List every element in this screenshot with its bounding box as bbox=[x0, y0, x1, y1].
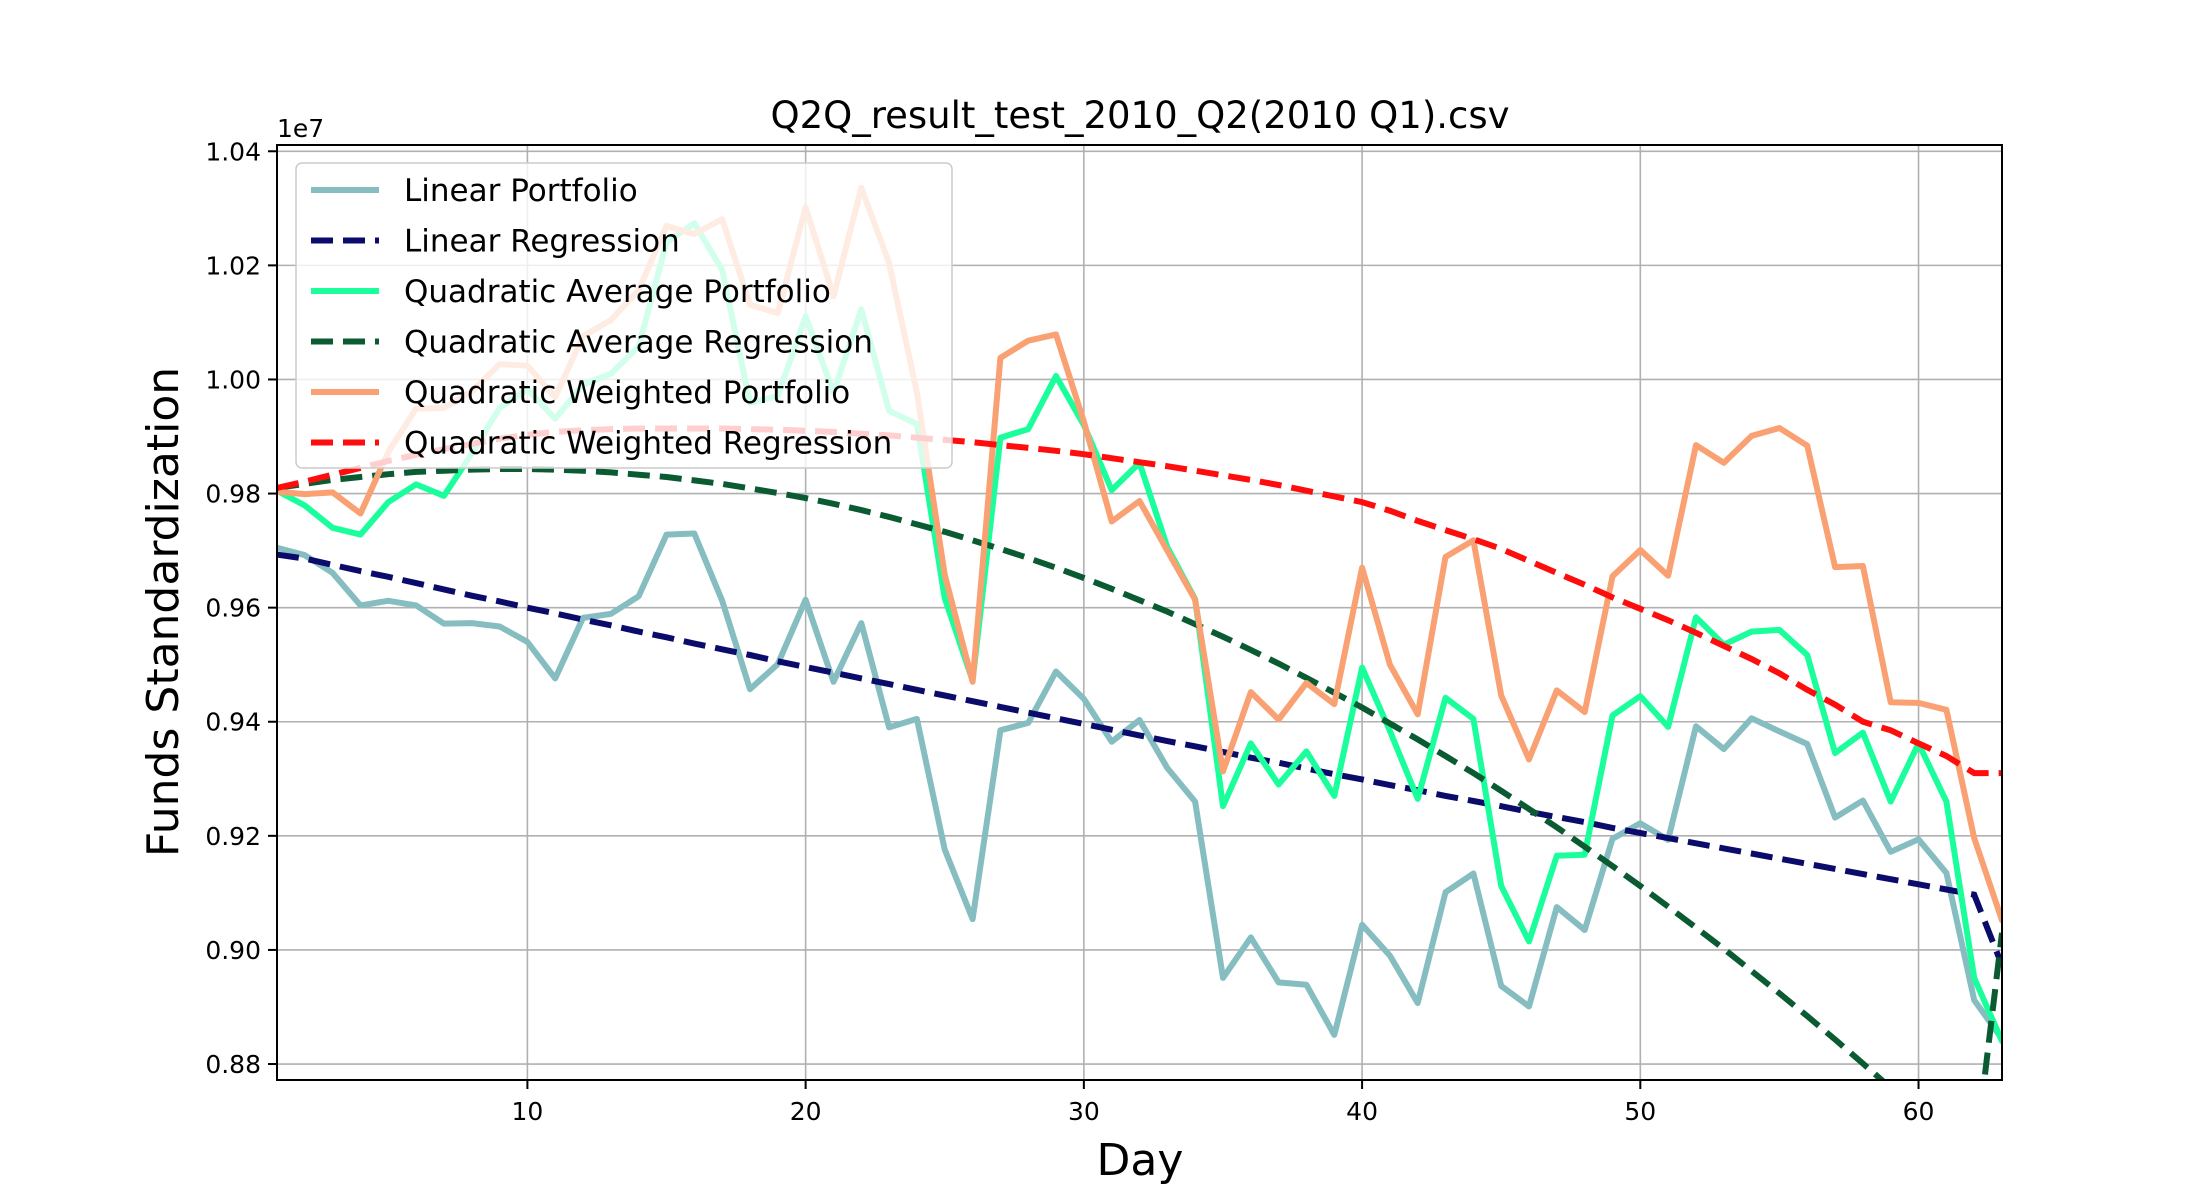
y-tick-label: 0.92 bbox=[205, 822, 261, 851]
legend-label: Quadratic Average Regression bbox=[404, 325, 873, 361]
legend-label: Linear Regression bbox=[404, 224, 680, 260]
legend-label: Linear Portfolio bbox=[404, 173, 638, 209]
y-tick-label: 0.98 bbox=[205, 480, 261, 509]
series-linear-regression bbox=[277, 551, 2002, 967]
x-tick-label: 60 bbox=[1903, 1097, 1935, 1126]
series-linear-portfolio bbox=[277, 530, 2002, 1042]
chart-title: Q2Q_result_test_2010_Q2(2010 Q1).csv bbox=[770, 94, 1509, 137]
y-axis-ticks: 0.88 0.90 0.92 0.94 0.96 0.98 1.00 1.02 1.04 bbox=[205, 137, 277, 1079]
legend-box bbox=[295, 162, 953, 469]
x-tick-label: 50 bbox=[1624, 1097, 1656, 1126]
legend-label: Quadratic Average Portfolio bbox=[404, 274, 831, 310]
plot-frame bbox=[276, 144, 2003, 1081]
y-tick-label: 1.00 bbox=[205, 365, 261, 394]
y-tick-label: 0.88 bbox=[205, 1050, 261, 1079]
series-quadratic-average-regression bbox=[277, 466, 2002, 1080]
x-axis-label: Day bbox=[1097, 1135, 1184, 1186]
legend-label: Quadratic Weighted Portfolio bbox=[404, 375, 850, 411]
y-axis-label: Funds Standardization bbox=[138, 367, 189, 857]
x-tick-label: 40 bbox=[1346, 1097, 1378, 1126]
y-axis-offset-label: 1e7 bbox=[277, 114, 324, 143]
x-axis-ticks: 10 20 30 40 50 60 bbox=[511, 1080, 1934, 1126]
y-tick-label: 0.90 bbox=[205, 936, 261, 965]
y-tick-label: 1.04 bbox=[205, 137, 261, 166]
y-tick-label: 0.96 bbox=[205, 594, 261, 623]
legend-label: Quadratic Weighted Regression bbox=[404, 426, 892, 462]
legend: Linear Portfolio Linear Regression Quadrat… bbox=[295, 162, 953, 469]
x-tick-label: 10 bbox=[511, 1097, 543, 1126]
x-tick-label: 30 bbox=[1068, 1097, 1100, 1126]
y-tick-label: 1.02 bbox=[205, 251, 261, 280]
y-tick-label: 0.94 bbox=[205, 708, 261, 737]
x-tick-label: 20 bbox=[790, 1097, 822, 1126]
